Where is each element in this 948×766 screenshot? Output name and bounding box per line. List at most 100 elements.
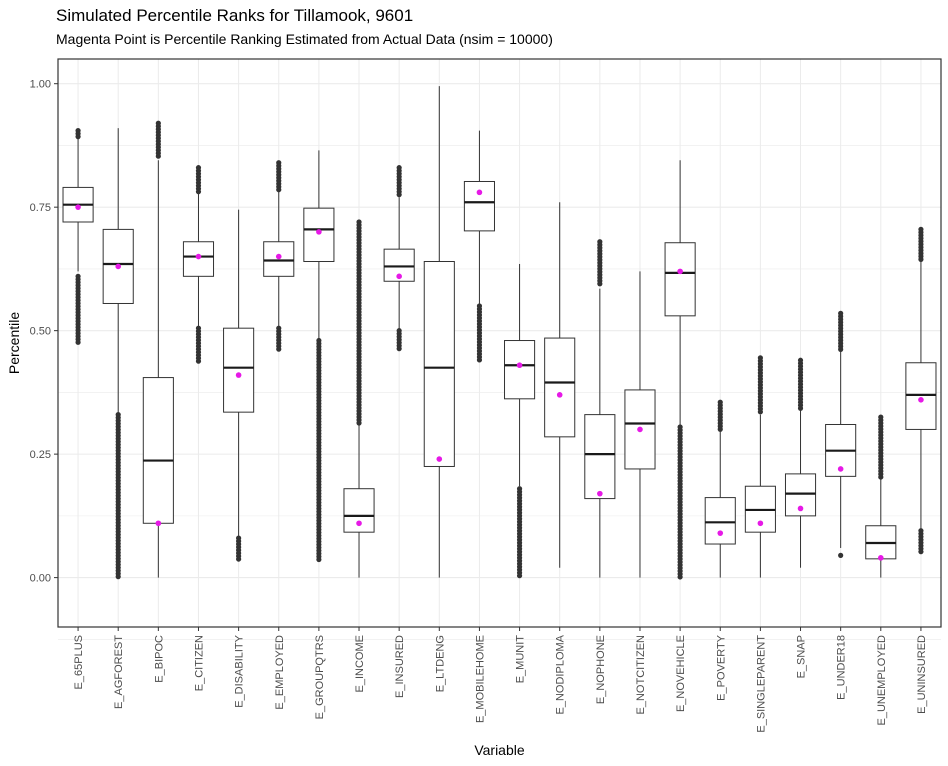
y-axis-title: Percentile <box>6 312 22 374</box>
y-tick-label: 0.00 <box>30 573 51 585</box>
x-tick-label: E_65PLUS <box>73 635 85 689</box>
box-e-snap <box>784 357 817 568</box>
outlier-point <box>396 346 402 352</box>
x-tick-label: E_MOBILEHOME <box>474 635 486 723</box>
actual-value-point <box>677 268 683 275</box>
outlier-point <box>597 281 603 287</box>
chart-title: Simulated Percentile Ranks for Tillamook… <box>56 6 414 25</box>
outlier-point <box>356 420 362 426</box>
x-tick-label: E_CITIZEN <box>193 635 205 691</box>
outlier-point <box>276 187 282 193</box>
x-tick-label: E_NOPHONE <box>595 635 607 704</box>
box-e-under18 <box>825 310 857 558</box>
box-iqr <box>664 242 696 317</box>
box-e-nodiploma <box>544 202 576 568</box>
box-iqr <box>303 207 335 263</box>
x-tick-label: E_INSURED <box>394 635 406 698</box>
actual-value-point <box>396 273 402 280</box>
outlier-point <box>236 556 242 562</box>
actual-value-point <box>837 466 844 472</box>
box-e-uninsured <box>905 226 937 555</box>
actual-value-point <box>717 530 724 536</box>
box-e-mobilehome <box>463 130 495 363</box>
actual-value-point <box>476 189 483 196</box>
y-tick-label: 0.50 <box>30 326 51 338</box>
x-tick-label: E_BIPOC <box>153 635 165 683</box>
chart-subtitle: Magenta Point is Percentile Ranking Esti… <box>56 31 553 47</box>
x-tick-label: E_LTDENG <box>434 635 446 692</box>
actual-value-point <box>637 426 643 433</box>
x-tick-label: E_AGFOREST <box>113 635 125 709</box>
outlier-point <box>75 134 81 140</box>
x-tick-label: E_NOTCITIZEN <box>635 635 647 715</box>
box-e-65plus <box>62 128 94 345</box>
outlier-point <box>195 189 202 195</box>
box-e-income <box>343 219 375 578</box>
outlier-point <box>878 474 884 480</box>
box-e-nophone <box>584 239 616 578</box>
actual-value-point <box>436 456 443 462</box>
box-iqr <box>504 340 536 400</box>
box-e-citizen <box>182 165 215 364</box>
box-e-groupqtrs <box>303 150 335 563</box>
outlier-point <box>677 574 683 580</box>
actual-value-point <box>516 362 523 369</box>
box-e-poverty <box>704 399 736 578</box>
outlier-point <box>276 346 282 352</box>
actual-value-point <box>877 555 884 561</box>
outlier-point <box>396 192 402 198</box>
box-e-disability <box>223 209 255 562</box>
box-iqr <box>584 414 616 500</box>
x-tick-label: E_MUNIT <box>515 635 527 684</box>
box-e-employed <box>263 160 295 352</box>
box-e-agforest <box>102 128 134 580</box>
x-tick-label: E_UNDER18 <box>836 635 848 700</box>
outlier-point <box>717 426 723 432</box>
box-iqr <box>704 497 736 545</box>
outlier-point <box>155 153 161 159</box>
outlier-point <box>476 357 483 363</box>
box-iqr <box>544 337 576 438</box>
outlier-point <box>115 574 121 580</box>
box-e-insured <box>383 165 415 352</box>
box-e-bipoc <box>142 120 174 578</box>
outlier-point <box>918 256 924 262</box>
actual-value-point <box>918 397 924 403</box>
outlier-point <box>757 409 763 415</box>
box-iqr <box>423 261 455 467</box>
actual-value-point <box>556 392 563 398</box>
box-iqr <box>263 241 295 277</box>
box-iqr <box>463 180 495 232</box>
actual-value-point <box>75 204 81 210</box>
x-tick-label: E_NOVEHICLE <box>675 635 687 712</box>
box-e-munit <box>504 263 536 579</box>
y-tick-label: 0.75 <box>30 202 51 214</box>
panel-border <box>57 58 942 628</box>
actual-value-point <box>275 253 282 260</box>
x-tick-label: E_NODIPLOMA <box>555 634 567 714</box>
box-iqr <box>223 327 255 413</box>
box-series <box>62 86 937 580</box>
actual-value-point <box>356 520 362 527</box>
outlier-point <box>918 549 924 555</box>
outlier-point <box>75 339 81 345</box>
outlier-point <box>195 358 202 364</box>
outlier-point <box>316 556 322 563</box>
y-tick-label: 0.25 <box>30 449 51 461</box>
x-tick-label: E_INCOME <box>354 635 366 692</box>
box-e-unemployed <box>865 414 897 578</box>
actual-value-point <box>757 520 764 527</box>
box-e-novehicle <box>664 160 696 580</box>
y-tick-label: 1.00 <box>30 79 51 91</box>
x-tick-label: E_GROUPQTRS <box>314 635 326 719</box>
outlier-point <box>838 552 844 558</box>
x-tick-label: E_DISABILITY <box>234 634 246 707</box>
x-tick-label: E_POVERTY <box>715 634 727 700</box>
x-tick-label: E_UNEMPLOYED <box>876 635 888 726</box>
box-e-notcitizen <box>624 271 656 578</box>
actual-value-point <box>597 490 603 497</box>
box-iqr <box>142 377 174 524</box>
actual-value-point <box>195 253 202 260</box>
outlier-point <box>516 573 523 579</box>
